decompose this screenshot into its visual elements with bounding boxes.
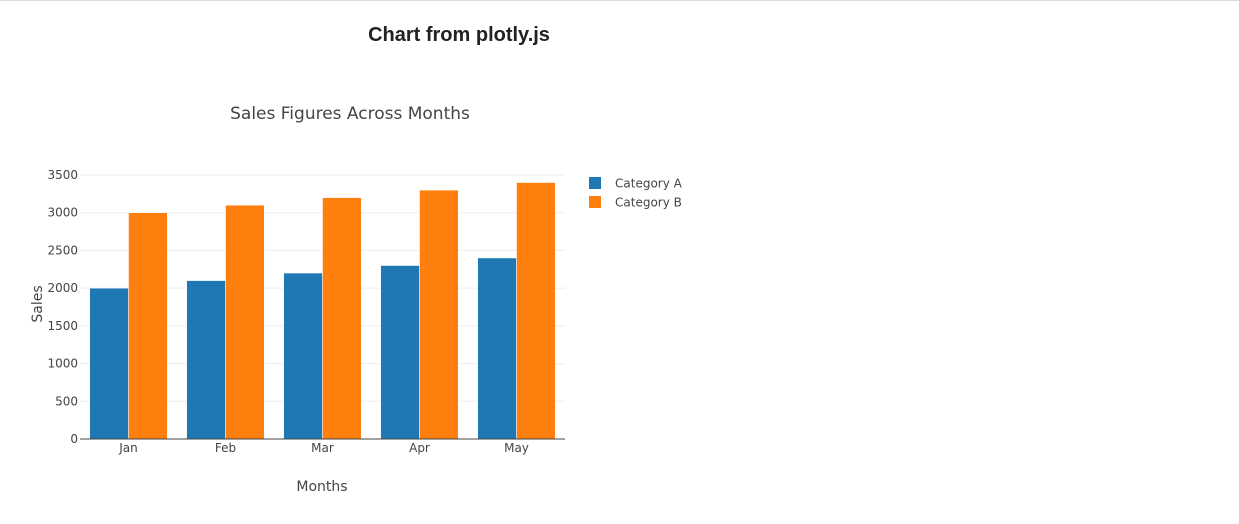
x-axis-title: Months xyxy=(296,479,347,495)
y-tick-label: 3500 xyxy=(47,168,78,182)
y-axis-title: Sales xyxy=(30,285,46,322)
legend-swatch[interactable] xyxy=(589,196,601,208)
y-tick-label: 500 xyxy=(55,394,78,408)
x-tick-label: Feb xyxy=(215,441,236,455)
y-tick-label: 1500 xyxy=(47,319,78,333)
bar-category-a-feb[interactable] xyxy=(186,280,226,440)
x-tick-label: Apr xyxy=(409,441,430,455)
x-tick-label: Mar xyxy=(311,441,334,455)
bar-category-b-mar[interactable] xyxy=(322,197,362,440)
bar-category-a-may[interactable] xyxy=(477,257,517,440)
bar-category-b-feb[interactable] xyxy=(225,204,265,440)
axes: 0 500 1000 1500 2000 2500 3000 3500 Jan Feb Mar Apr… xyxy=(47,168,565,455)
bar-category-a-mar[interactable] xyxy=(283,272,323,440)
y-tick-label: 2000 xyxy=(47,281,78,295)
legend-label[interactable]: Category A xyxy=(615,177,683,191)
y-tick-label: 1000 xyxy=(47,357,78,371)
bar-category-a-jan[interactable] xyxy=(89,287,129,440)
page-heading: Chart from plotly.js xyxy=(368,24,550,46)
chart-title: Sales Figures Across Months xyxy=(230,104,470,124)
y-tick-label: 0 xyxy=(70,432,78,446)
y-tick-label: 3000 xyxy=(47,206,78,220)
legend-label[interactable]: Category B xyxy=(615,196,682,210)
bar-category-b-apr[interactable] xyxy=(419,189,459,440)
bar-category-a-apr[interactable] xyxy=(380,265,420,440)
x-tick-label: Jan xyxy=(118,441,138,455)
bar-category-b-jan[interactable] xyxy=(128,212,168,440)
legend-swatch[interactable] xyxy=(589,177,601,189)
top-divider xyxy=(0,0,1239,1)
x-tick-label: May xyxy=(504,441,529,455)
y-tick-label: 2500 xyxy=(47,243,78,257)
legend[interactable]: Category A Category B xyxy=(589,177,683,210)
bars xyxy=(89,182,556,440)
bar-category-b-may[interactable] xyxy=(516,182,556,440)
